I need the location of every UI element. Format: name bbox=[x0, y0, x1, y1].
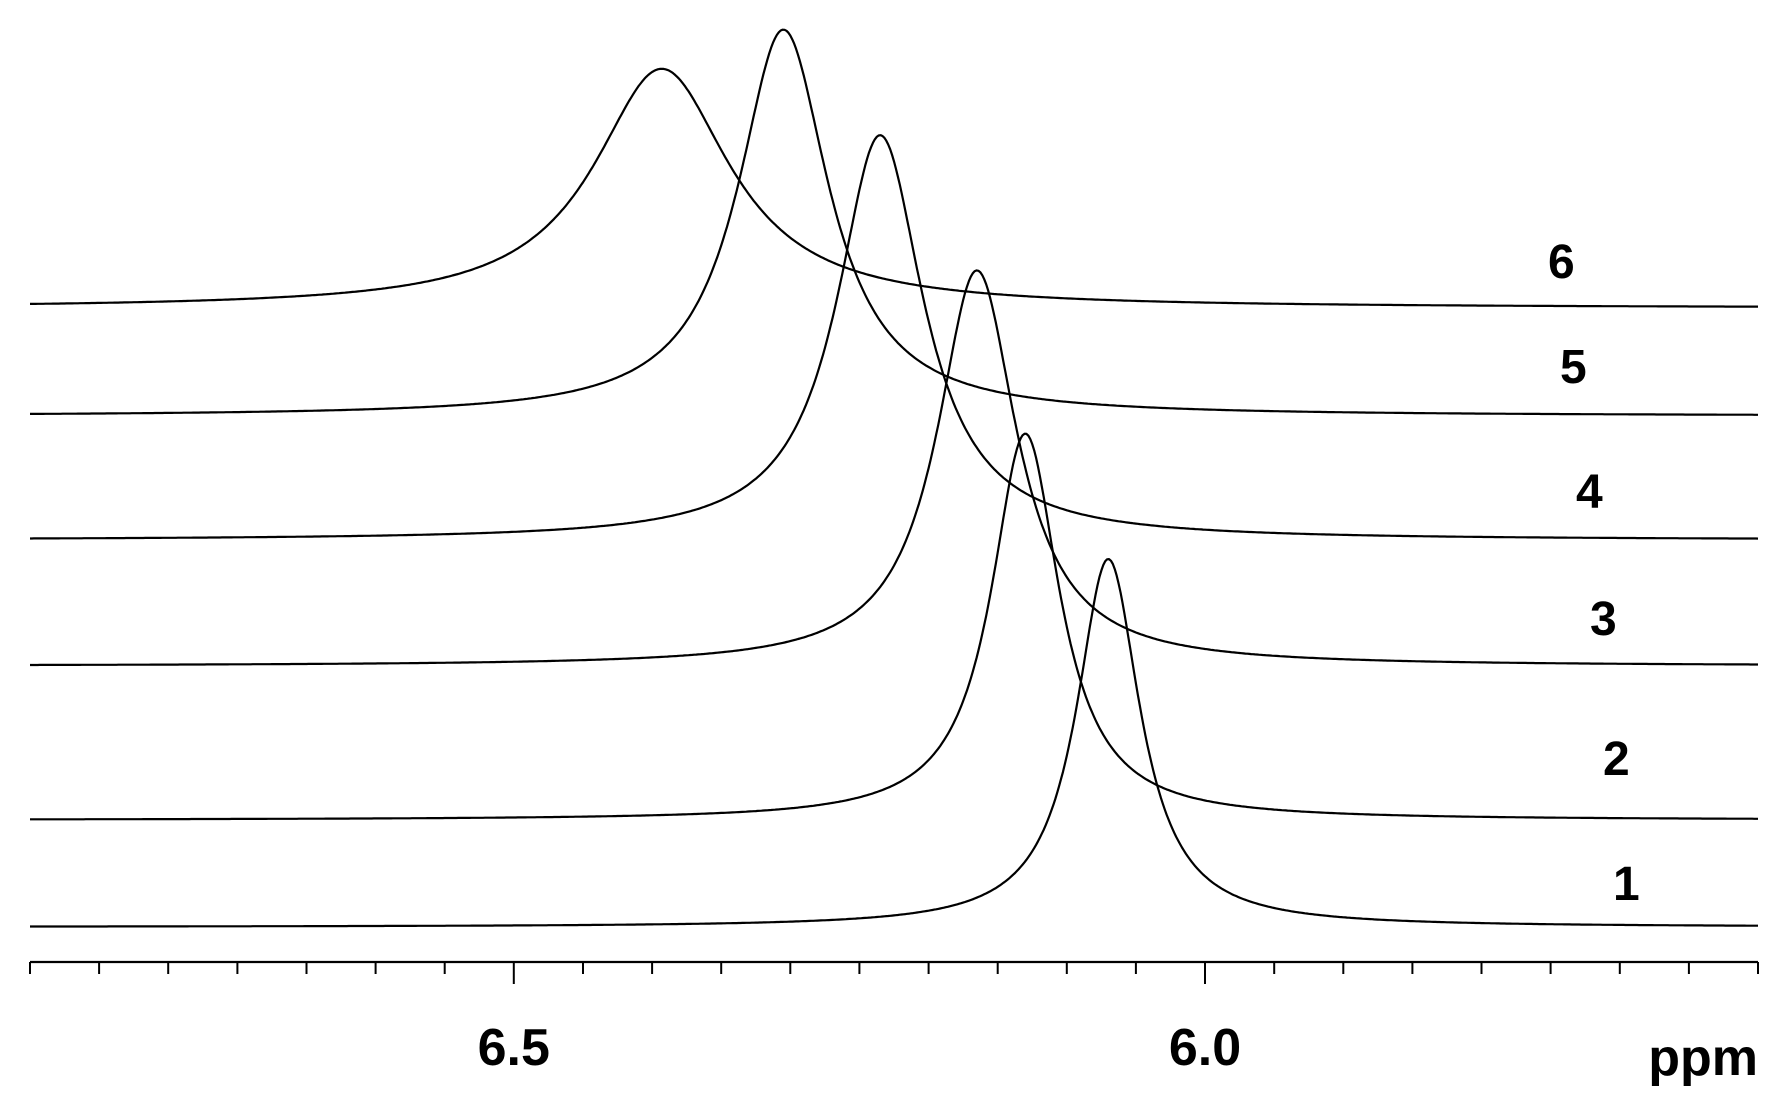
tick-label: 6.0 bbox=[1169, 1019, 1241, 1077]
spectrum-traces bbox=[30, 28, 1759, 928]
spectrum-trace-6 bbox=[30, 67, 1758, 308]
x-axis-tick-labels: 6.5 6.0 bbox=[478, 1019, 1241, 1077]
series-label-5: 5 bbox=[1560, 341, 1587, 394]
series-label-3: 3 bbox=[1590, 593, 1617, 646]
series-label-1: 1 bbox=[1613, 858, 1640, 911]
spectrum-trace-1 bbox=[30, 558, 1758, 928]
x-axis-unit-label: ppm bbox=[1648, 1029, 1758, 1087]
tick-label: 6.5 bbox=[478, 1019, 550, 1077]
spectrum-trace-4 bbox=[30, 134, 1759, 540]
spectrum-trace-3 bbox=[30, 269, 1758, 667]
x-axis-ticks bbox=[29, 962, 1759, 984]
spectrum-trace-5 bbox=[30, 28, 1758, 416]
series-labels: 1 2 3 4 5 6 bbox=[1548, 236, 1640, 911]
spectrum-trace-2 bbox=[30, 432, 1758, 821]
series-label-2: 2 bbox=[1603, 733, 1630, 786]
series-label-4: 4 bbox=[1576, 466, 1603, 519]
series-label-6: 6 bbox=[1548, 236, 1575, 289]
